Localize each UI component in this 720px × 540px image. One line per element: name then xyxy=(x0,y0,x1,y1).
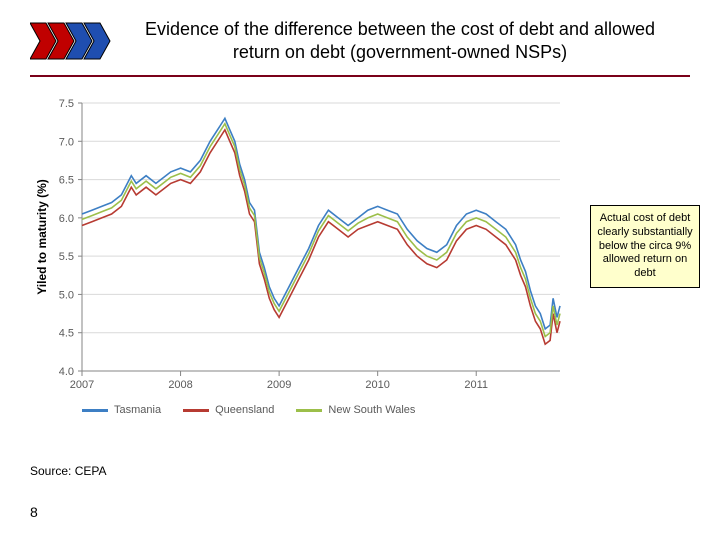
chevron-logo-icon xyxy=(30,21,120,61)
legend-swatch xyxy=(296,409,322,412)
svg-text:5.5: 5.5 xyxy=(59,251,74,263)
line-chart: 4.0 4.5 5.0 5.5 6.0 6.5 7.0 7.5 2007 2008 2009 2010… xyxy=(30,95,570,395)
svg-text:4.0: 4.0 xyxy=(59,366,74,378)
svg-text:5.0: 5.0 xyxy=(59,289,74,301)
legend-item: Tasmania xyxy=(82,404,161,416)
legend-item: Queensland xyxy=(183,404,274,416)
svg-text:4.5: 4.5 xyxy=(59,328,74,340)
svg-text:2008: 2008 xyxy=(168,379,192,391)
page-number: 8 xyxy=(30,504,38,520)
svg-text:2009: 2009 xyxy=(267,379,291,391)
chart-region: 4.0 4.5 5.0 5.5 6.0 6.5 7.0 7.5 2007 2008 2009 2010… xyxy=(30,95,690,416)
legend-swatch xyxy=(183,409,209,412)
callout-box: Actual cost of debt clearly substantiall… xyxy=(590,205,700,288)
legend-label: New South Wales xyxy=(328,404,415,416)
svg-text:2011: 2011 xyxy=(464,379,488,391)
legend-label: Tasmania xyxy=(114,404,161,416)
svg-text:7.0: 7.0 xyxy=(59,136,74,148)
title-divider xyxy=(30,75,690,77)
source-label: Source: CEPA xyxy=(30,464,106,478)
svg-text:2010: 2010 xyxy=(365,379,389,391)
legend-swatch xyxy=(82,409,108,412)
slide-header: Evidence of the difference between the c… xyxy=(0,0,720,71)
svg-text:7.5: 7.5 xyxy=(59,98,74,110)
svg-text:6.5: 6.5 xyxy=(59,175,74,187)
svg-text:2007: 2007 xyxy=(70,379,94,391)
slide-title: Evidence of the difference between the c… xyxy=(140,18,700,63)
legend: Tasmania Queensland New South Wales xyxy=(30,404,690,416)
legend-label: Queensland xyxy=(215,404,274,416)
legend-item: New South Wales xyxy=(296,404,415,416)
svg-text:Yiled to maturity (%): Yiled to maturity (%) xyxy=(35,179,49,295)
svg-text:6.0: 6.0 xyxy=(59,213,74,225)
